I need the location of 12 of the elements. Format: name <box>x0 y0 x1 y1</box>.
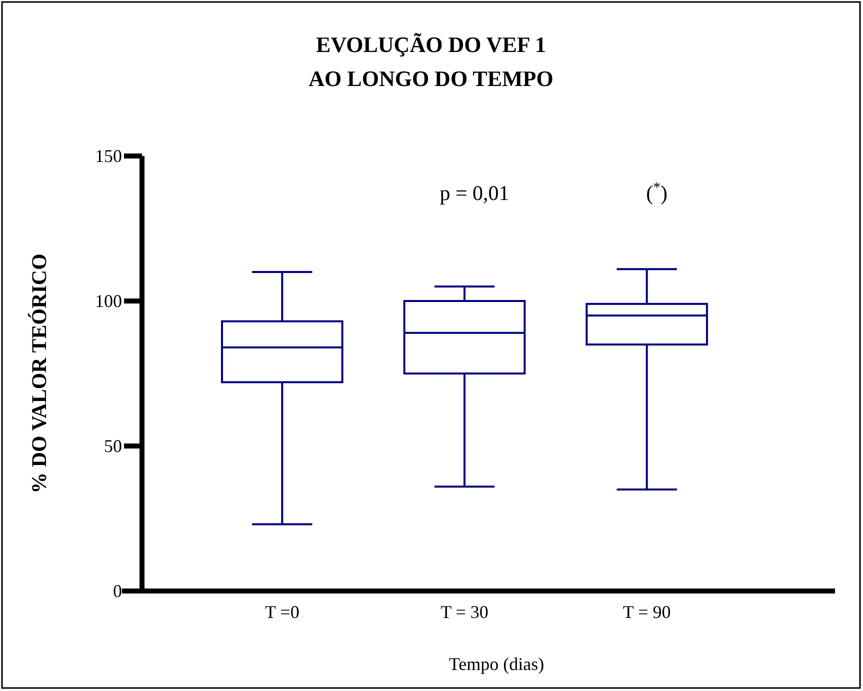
x-tick-label: T = 90 <box>622 602 671 622</box>
y-axis-title: % DO VALOR TEÓRICO <box>27 254 51 494</box>
y-tick-label: 0 <box>113 580 122 601</box>
y-tick-label: 100 <box>95 290 122 311</box>
annotation: p = 0,01 <box>440 181 510 205</box>
x-tick-label: T =0 <box>265 602 300 622</box>
y-tick-label: 150 <box>95 146 122 166</box>
x-tick-label: T = 30 <box>440 602 488 622</box>
x-axis-title: Tempo (dias) <box>448 654 544 674</box>
chart-title: EVOLUÇÃO DO VEF 1 AO LONGO DO TEMPO <box>308 32 554 91</box>
y-tick-label: 50 <box>104 436 122 456</box>
annotation: ($^{*}$) <box>646 180 668 205</box>
